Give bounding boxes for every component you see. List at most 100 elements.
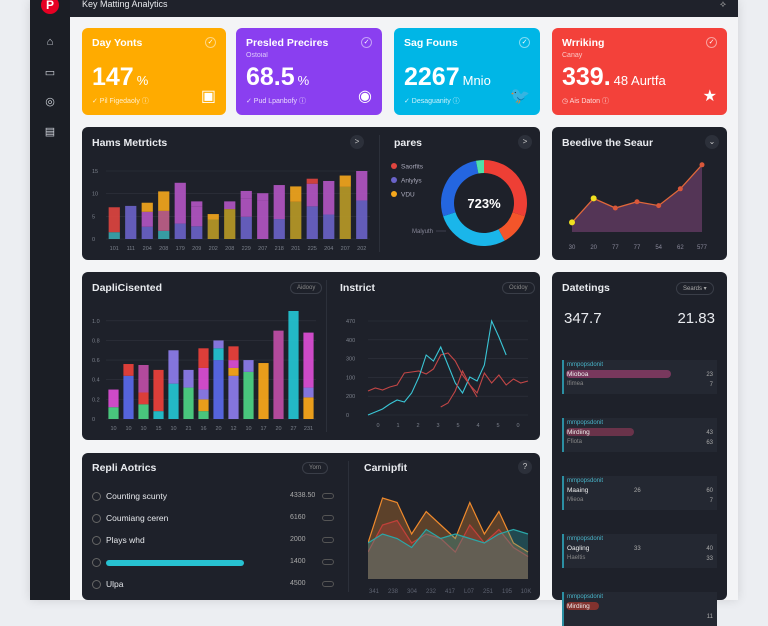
home-icon[interactable]: ⌂ [46, 36, 54, 48]
x-tick-label: 5 [496, 423, 499, 429]
bar-segment [153, 411, 164, 419]
toggle[interactable] [322, 581, 334, 587]
list-item[interactable]: Plays whd 2000 [92, 535, 540, 549]
item-name: Oagling [567, 545, 590, 552]
x-tick-label: 577 [697, 245, 708, 251]
bar-segment [168, 383, 179, 419]
x-tick-label: 12 [230, 426, 236, 432]
list-item[interactable]: mmpopsdonit Mirdiing 11 [562, 592, 717, 626]
sparkle-icon[interactable]: ⟡ [720, 0, 726, 9]
x-tick-label: 3 [436, 423, 439, 429]
x-tick-label: 5 [456, 423, 459, 429]
bar-segment [257, 193, 269, 201]
help-icon[interactable]: ? [518, 460, 532, 474]
data-point [656, 203, 662, 209]
dapli-card: DapliCisented Aidooy 0 0.2 0.4 0.6 0.8 1.0 10 1… [82, 272, 540, 440]
x-tick-label: 10 [170, 426, 176, 432]
kpi-footer: ✓ Desaguanity ⓘ [404, 98, 460, 105]
list-item[interactable]: mmpopsdonit Oagling Haeltis 33 40 33 [562, 534, 717, 568]
list-item[interactable]: Coumiang ceren 6160 [92, 513, 540, 527]
item-name: Mioboa [567, 371, 589, 378]
check-icon[interactable]: ✓ [361, 37, 372, 48]
row-icon [92, 514, 101, 523]
item-value: 26 [634, 488, 641, 494]
item-sub: Haeltis [567, 555, 586, 561]
check-icon[interactable]: ✓ [205, 37, 216, 48]
kpi-card[interactable]: Wrriking Canay 339. 48 Aurtfa ◷ Ais Daton… [552, 28, 727, 115]
x-tick-label: 218 [275, 246, 284, 252]
x-tick-label: 0 [516, 423, 519, 429]
kpi-card[interactable]: Day Yonts 147% ✓ Pil Figedaoly ⓘ ✓ ▣ [82, 28, 226, 115]
x-tick-label: 202 [209, 246, 218, 252]
search-dropdown[interactable]: Seards ▾ [676, 282, 714, 295]
bar-segment [243, 360, 254, 372]
document-icon[interactable]: ▤ [44, 126, 56, 138]
item-value: 63 [706, 440, 713, 446]
bar-segment [207, 214, 219, 220]
list-item[interactable]: Counting scunty 4338.50 [92, 491, 540, 505]
inbox-icon[interactable]: ▭ [44, 67, 56, 79]
row-label: Coumiang ceren [106, 513, 169, 523]
item-value: 33 [706, 556, 713, 562]
kpi-footer: ✓ Pud Lpanbofy ⓘ [246, 98, 306, 105]
check-icon[interactable]: ✓ [519, 37, 530, 48]
donut-slice [441, 160, 479, 217]
globe-icon[interactable]: ◎ [45, 96, 55, 108]
list-item[interactable]: mmpopsdonit Mirdiing Ffiota 43 63 [562, 418, 717, 452]
x-tick-label: 21 [185, 426, 191, 432]
x-tick-label: 229 [242, 246, 251, 252]
toggle[interactable] [322, 515, 334, 521]
card-title: Repli Aotrics [92, 462, 157, 474]
list-item[interactable]: mmpopsdonit Maaing Mieoa 26 60 7 [562, 476, 717, 510]
kpi-title: Day Yonts [92, 37, 143, 49]
bar-segment [141, 202, 153, 212]
series-line [368, 519, 529, 558]
x-tick-label: 17 [260, 426, 266, 432]
row-label: Plays whd [106, 535, 145, 545]
data-point [634, 199, 640, 205]
item-value: 60 [706, 488, 713, 494]
bar-segment [198, 411, 209, 419]
data-point [612, 205, 618, 211]
y-tick-label: 0.6 [92, 358, 100, 364]
period-select[interactable]: Ocidoy [502, 282, 535, 294]
y-tick-label: 15 [92, 169, 98, 175]
kpi-card[interactable]: Sag Founs 2267 Mnio ✓ Desaguanity ⓘ ✓ 🐦 [394, 28, 540, 115]
bar-segment [174, 223, 186, 239]
bar-segment [108, 207, 120, 233]
period-select[interactable]: Aidooy [290, 282, 323, 294]
list-item[interactable]: Ulpa 4500 [92, 579, 540, 593]
list-item[interactable]: mmpopsdonit Mioboa Ifimea 23 7 [562, 360, 717, 394]
chevron-down-icon[interactable]: ⌄ [705, 135, 719, 149]
y-tick-label: 0 [92, 237, 95, 243]
toggle[interactable] [322, 559, 334, 565]
bar-segment [191, 201, 203, 207]
bar-segment [191, 226, 203, 239]
item-name: Maaing [567, 487, 589, 494]
bar-segment [228, 375, 239, 419]
list-item[interactable]: 1400 [92, 557, 540, 571]
kpi-subtitle: Ostoial [246, 52, 268, 59]
area-chart: 30 20 77 77 54 62 577 [569, 162, 708, 251]
kpi-card[interactable]: Presled Precires Ostoial 68.5% ✓ Pud Lpa… [236, 28, 382, 115]
chevron-right-icon[interactable]: > [518, 135, 532, 149]
kpi-subtitle [92, 52, 216, 60]
x-tick-label: 341 [369, 589, 380, 595]
x-tick-label: 208 [225, 246, 234, 252]
period-select[interactable]: Yorn [302, 462, 329, 474]
item-value: 11 [706, 614, 713, 620]
check-icon[interactable]: ✓ [706, 37, 717, 48]
repli-card: Repli Aotrics Yorn Counting scunty 4338.… [82, 453, 540, 600]
x-tick-label: 111 [127, 246, 135, 252]
card-title: Datetings [562, 282, 610, 294]
pinterest-logo[interactable]: P [41, 0, 59, 14]
bar-segment [108, 232, 120, 239]
toggle[interactable] [322, 493, 334, 499]
stat-left: 347.7 [564, 310, 602, 327]
bar-segment [228, 346, 239, 361]
bar-segment [323, 180, 335, 215]
chevron-right-icon[interactable]: > [350, 135, 364, 149]
toggle[interactable] [322, 537, 334, 543]
bar-segment [257, 200, 269, 239]
bar-segment [123, 375, 134, 419]
